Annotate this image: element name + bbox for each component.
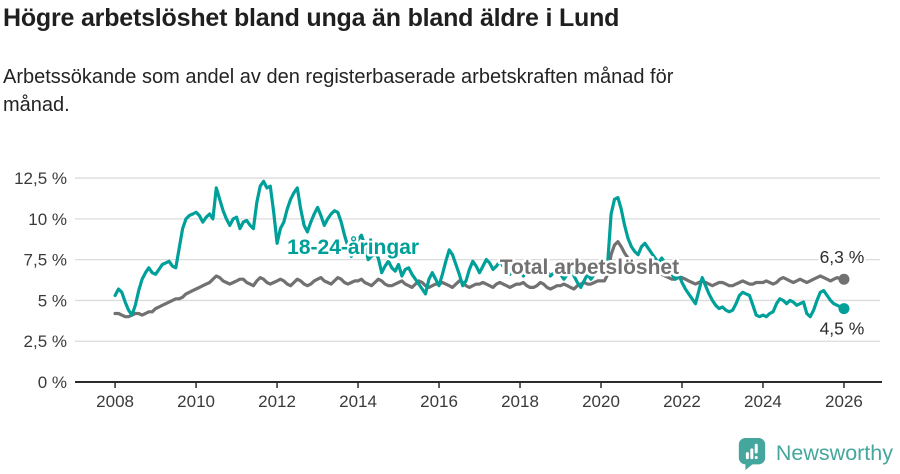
brand-name: Newsworthy	[775, 441, 893, 465]
total-end-value-label: 6,3 %	[820, 247, 865, 267]
newsworthy-speech-bubble-bar-chart-icon	[738, 437, 766, 470]
x-tick-label: 2020	[582, 392, 620, 411]
x-tick-label: 2014	[339, 392, 377, 411]
y-tick-label: 12,5 %	[14, 169, 67, 188]
page-title: Högre arbetslöshet bland unga än bland ä…	[3, 4, 620, 32]
total-series-label: Total arbetslöshet	[500, 256, 679, 279]
youth-end-dot	[838, 303, 850, 315]
x-tick-label: 2026	[825, 392, 863, 411]
y-tick-label: 0 %	[38, 373, 67, 392]
y-tick-label: 2,5 %	[24, 332, 67, 351]
newsworthy-brand-link[interactable]: Newsworthy	[736, 436, 893, 471]
youth-series-label: 18-24-åringar	[287, 236, 419, 259]
total-line	[113, 240, 846, 319]
x-tick-label: 2016	[420, 392, 458, 411]
y-tick-label: 5 %	[38, 291, 67, 310]
chart-subtitle-line-2: månad.	[3, 94, 70, 116]
youth-end-value-label: 4,5 %	[820, 319, 865, 339]
x-tick-label: 2022	[663, 392, 701, 411]
y-tick-label: 10 %	[28, 210, 67, 229]
chart-subtitle-line-1: Arbetssökande som andel av den registerb…	[3, 66, 674, 88]
youth-line	[113, 179, 846, 319]
x-tick-label: 2024	[744, 392, 782, 411]
x-tick-label: 2018	[501, 392, 539, 411]
x-tick-label: 2010	[177, 392, 215, 411]
x-tick-label: 2012	[258, 392, 296, 411]
y-tick-label: 7,5 %	[24, 251, 67, 270]
chart-subtitle: Arbetssökande som andel av den registerb…	[3, 63, 673, 119]
total-end-dot	[838, 273, 850, 285]
x-tick-label: 2008	[96, 392, 134, 411]
